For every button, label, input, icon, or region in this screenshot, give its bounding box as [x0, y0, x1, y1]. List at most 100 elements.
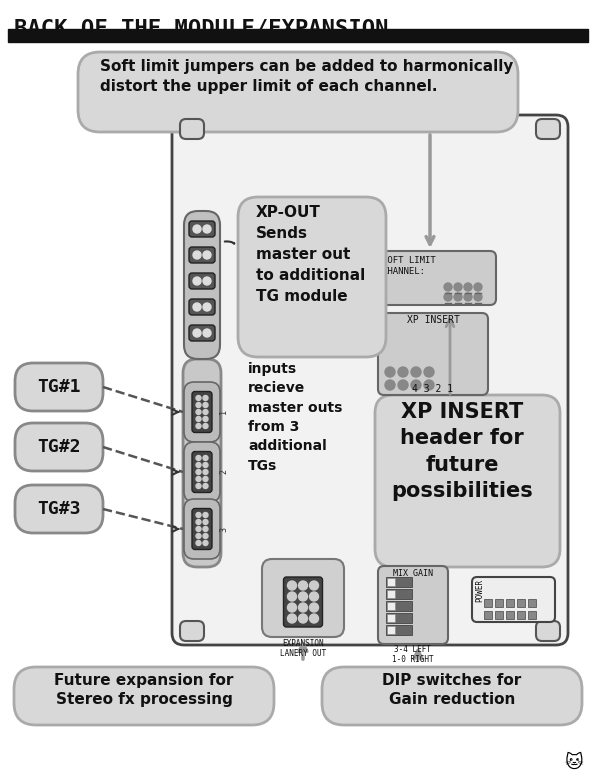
Circle shape	[196, 409, 201, 414]
Bar	[386, 577, 412, 587]
FancyBboxPatch shape	[172, 115, 568, 645]
Circle shape	[203, 329, 211, 337]
FancyBboxPatch shape	[184, 382, 220, 442]
Circle shape	[196, 513, 201, 517]
Circle shape	[299, 581, 308, 590]
Circle shape	[411, 367, 421, 377]
FancyBboxPatch shape	[189, 273, 215, 289]
Circle shape	[411, 380, 421, 390]
Bar	[386, 613, 412, 623]
Circle shape	[299, 592, 308, 601]
Circle shape	[196, 416, 201, 421]
Circle shape	[309, 603, 318, 612]
Circle shape	[196, 469, 201, 475]
Text: BACK OF THE MODULE/EXPANSION: BACK OF THE MODULE/EXPANSION	[14, 19, 389, 39]
Circle shape	[464, 293, 472, 301]
Circle shape	[309, 592, 318, 601]
Text: MIX GAIN: MIX GAIN	[393, 569, 433, 578]
Circle shape	[474, 293, 482, 301]
Circle shape	[203, 527, 208, 531]
Text: 4 3 2 1: 4 3 2 1	[412, 384, 454, 394]
Bar	[528, 599, 536, 607]
FancyBboxPatch shape	[180, 621, 204, 641]
Circle shape	[203, 402, 208, 407]
Circle shape	[299, 614, 308, 623]
Circle shape	[424, 367, 434, 377]
FancyArrowPatch shape	[225, 242, 234, 243]
Circle shape	[193, 225, 201, 233]
Text: Future expansion for
Stereo fx processing: Future expansion for Stereo fx processin…	[54, 673, 234, 707]
Circle shape	[196, 541, 201, 545]
Circle shape	[385, 380, 395, 390]
Circle shape	[196, 476, 201, 482]
Circle shape	[203, 455, 208, 461]
FancyBboxPatch shape	[284, 577, 322, 627]
Circle shape	[203, 462, 208, 468]
FancyBboxPatch shape	[189, 247, 215, 263]
Bar	[386, 625, 412, 635]
Bar	[8, 29, 588, 42]
Circle shape	[203, 277, 211, 285]
Circle shape	[203, 409, 208, 414]
Circle shape	[287, 603, 296, 612]
Circle shape	[196, 534, 201, 538]
FancyBboxPatch shape	[262, 559, 344, 637]
Circle shape	[196, 520, 201, 524]
Bar	[387, 578, 395, 586]
FancyBboxPatch shape	[189, 325, 215, 341]
FancyBboxPatch shape	[14, 667, 274, 725]
Circle shape	[287, 614, 296, 623]
FancyBboxPatch shape	[189, 221, 215, 237]
Circle shape	[203, 541, 208, 545]
Bar	[386, 601, 412, 611]
Circle shape	[203, 469, 208, 475]
FancyBboxPatch shape	[192, 451, 212, 493]
Circle shape	[203, 225, 211, 233]
Bar	[495, 611, 503, 619]
Bar	[484, 611, 492, 619]
Circle shape	[193, 277, 201, 285]
FancyBboxPatch shape	[192, 392, 212, 433]
Circle shape	[203, 251, 211, 259]
Circle shape	[454, 283, 462, 291]
Circle shape	[454, 293, 462, 301]
Circle shape	[299, 603, 308, 612]
Bar	[387, 590, 395, 598]
FancyBboxPatch shape	[184, 211, 220, 359]
Text: 1: 1	[219, 409, 228, 414]
FancyBboxPatch shape	[15, 423, 103, 471]
Bar	[517, 599, 525, 607]
Circle shape	[196, 483, 201, 489]
Circle shape	[203, 476, 208, 482]
Circle shape	[309, 581, 318, 590]
FancyBboxPatch shape	[15, 485, 103, 533]
Bar	[387, 602, 395, 610]
Text: 🐱: 🐱	[564, 754, 583, 772]
Circle shape	[203, 520, 208, 524]
FancyBboxPatch shape	[322, 667, 582, 725]
FancyBboxPatch shape	[78, 52, 518, 132]
FancyBboxPatch shape	[192, 508, 212, 549]
Circle shape	[196, 527, 201, 531]
Circle shape	[196, 402, 201, 407]
Bar	[506, 611, 514, 619]
Circle shape	[444, 293, 452, 301]
Circle shape	[196, 423, 201, 428]
Circle shape	[196, 395, 201, 400]
Text: 2: 2	[219, 469, 228, 475]
Circle shape	[203, 395, 208, 400]
Text: TG#3: TG#3	[37, 500, 80, 518]
FancyBboxPatch shape	[378, 251, 496, 305]
Circle shape	[193, 303, 201, 311]
Text: XP INSERT: XP INSERT	[406, 315, 460, 325]
Text: TG#2: TG#2	[37, 438, 80, 456]
FancyBboxPatch shape	[375, 395, 560, 567]
Bar	[386, 589, 412, 599]
Circle shape	[444, 283, 452, 291]
Bar	[387, 614, 395, 622]
Bar	[484, 599, 492, 607]
Text: XP-OUT
Sends
master out
to additional
TG module: XP-OUT Sends master out to additional TG…	[256, 205, 365, 304]
Circle shape	[196, 455, 201, 461]
Text: 3: 3	[219, 527, 228, 531]
FancyBboxPatch shape	[184, 499, 220, 559]
